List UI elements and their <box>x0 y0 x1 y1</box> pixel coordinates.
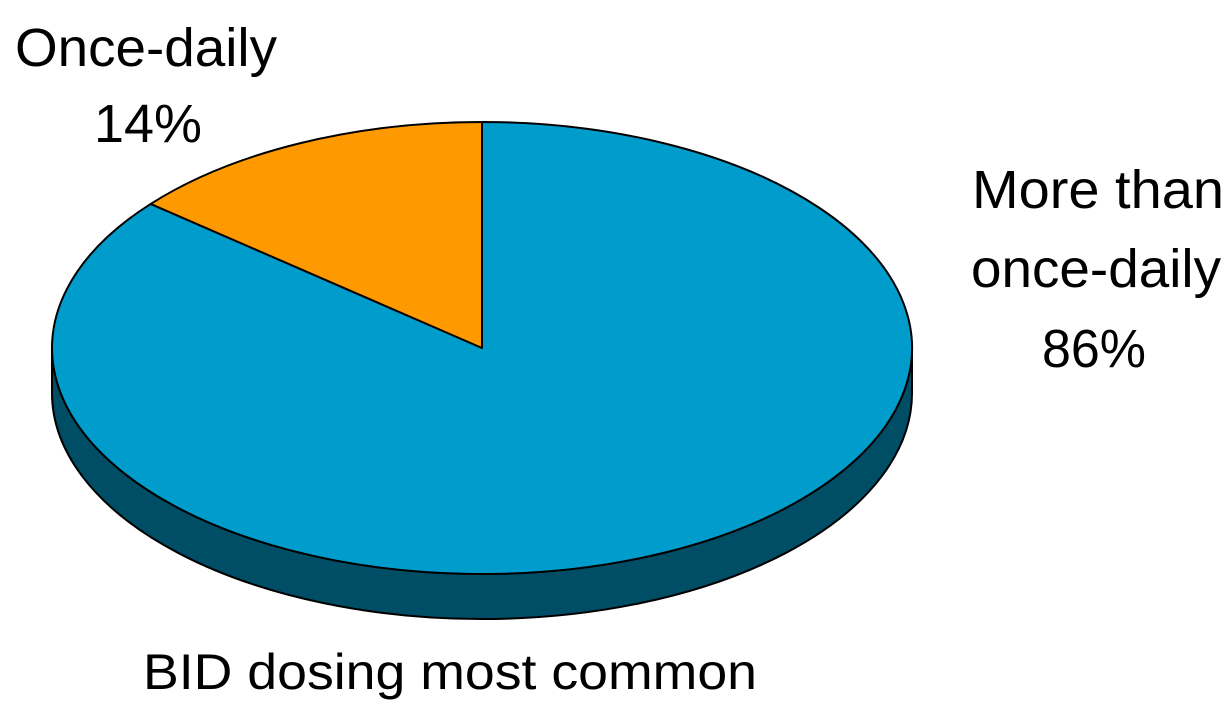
slice-label-more-than-once-daily-line-2: once-daily <box>971 239 1221 299</box>
chart-caption: BID dosing most common <box>143 644 757 700</box>
pie-slice-once-daily <box>149 121 483 349</box>
slice-label-more-than-once-daily-value: 86% <box>1042 319 1146 379</box>
slice-label-once-daily-line-1: Once-daily <box>15 18 277 78</box>
pie-top <box>51 121 913 575</box>
slice-label-once-daily-value: 14% <box>94 94 202 154</box>
slice-label-more-than-once-daily-line-1: More than <box>972 160 1224 220</box>
